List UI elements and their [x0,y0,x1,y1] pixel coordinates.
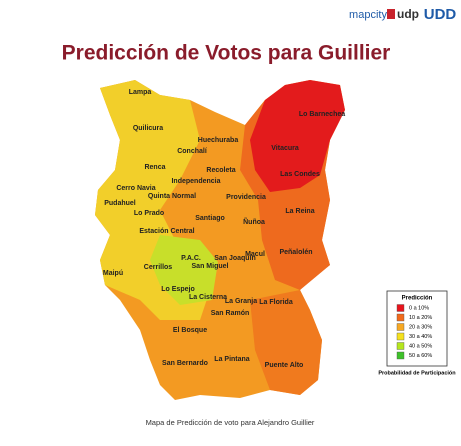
legend-title: Predicción [402,296,433,302]
commune-label: Pudahuel [104,200,136,207]
commune-label: Macul [245,251,265,258]
legend: Predicción 0 a 10% 10 a 20% 20 a 30% 30 a 4… [378,290,456,376]
legend-label: 40 a 50% [409,343,432,349]
commune-label: La Cisterna [189,294,227,301]
logo-icon [387,9,395,19]
commune-label: Lo Barnechea [299,111,345,118]
legend-swatch [396,304,405,312]
commune-label: Lo Espejo [161,286,194,293]
commune-label: La Reina [285,208,314,215]
commune-label: Cerrillos [144,264,173,271]
title: Predicción de Votos para Guillier [62,42,391,65]
commune-label: La Florida [259,299,293,306]
map: Lampa Quilicura Huechuraba Conchalí Lo Barne… [95,80,345,400]
commune-label: San Joaquín [214,255,256,262]
legend-label: 0 a 10% [409,305,429,311]
legend-items: 0 a 10% 10 a 20% 20 a 30% 30 a 40% 40 a 50% 5… [396,304,432,360]
legend-swatch [396,323,405,331]
logo-udp: udp [397,7,419,21]
caption: Mapa de Predicción de voto para Alejandr… [146,418,315,427]
logo-mapcity: mapcity [349,9,387,21]
commune-label: Maipú [103,270,123,277]
commune-label: Las Condes [280,171,320,178]
commune-label: Lo Prado [134,210,164,217]
commune-label: San Ramón [211,310,250,317]
legend-swatch [396,342,405,350]
legend-label: 30 a 40% [409,334,432,340]
commune-label: Vitacura [271,145,299,152]
legend-swatch [396,332,405,341]
legend-swatch [396,351,405,360]
legend-label: 20 a 30% [409,324,432,330]
legend-label: 10 a 20% [409,315,432,321]
commune-label: Huechuraba [198,137,239,144]
commune-labels: Lampa Quilicura Huechuraba Conchalí Lo Barne… [103,89,345,369]
zone-orange-red-south [250,290,322,395]
legend-label: 50 a 60% [409,353,432,359]
commune-label: La Pintana [214,356,250,363]
commune-label: Providencia [226,194,266,201]
commune-label: Peñalolén [279,249,312,256]
commune-label: El Bosque [173,327,207,334]
zone-yellow-green [150,235,218,305]
commune-label: Independencia [171,178,220,185]
commune-label: San Bernardo [162,360,208,367]
commune-label: Cerro Navia [116,185,155,192]
logo-udd: UDD [424,6,457,23]
commune-label: Estación Central [139,228,194,235]
commune-label: Santiago [195,215,225,222]
commune-label: Quilicura [133,125,163,132]
commune-label: Ñuñoa [243,217,265,226]
legend-note: Probabilidad de Participación [378,370,456,376]
commune-label: Conchalí [177,148,208,155]
commune-label: Recoleta [206,167,235,174]
commune-label: La Granja [225,298,257,305]
commune-label: Puente Alto [265,362,304,369]
commune-label: Lampa [129,89,152,96]
commune-label: Quinta Normal [148,193,196,200]
legend-swatch [396,313,405,322]
commune-label: San Miguel [192,263,229,270]
commune-label: P.A.C. [181,255,201,262]
zone-red [250,80,345,192]
commune-label: Renca [144,164,165,171]
